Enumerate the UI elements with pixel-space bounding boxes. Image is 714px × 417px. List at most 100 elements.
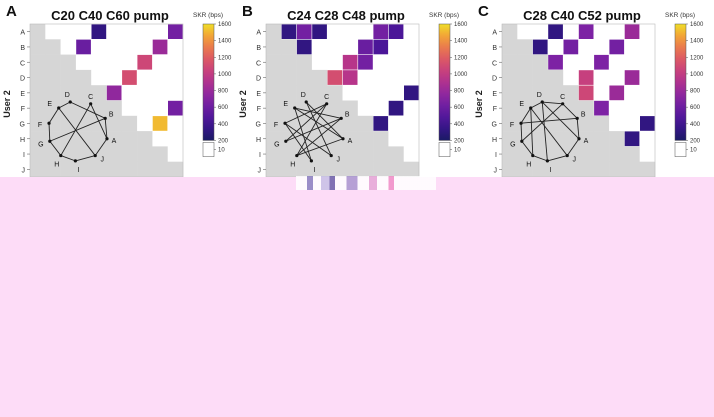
heatmap-cell [342,161,359,177]
heatmap-cell [106,69,123,86]
topology-node-label: A [112,138,117,145]
heatmap-cell [373,100,389,117]
heatmap-cell [137,39,153,55]
heatmap-cell [167,69,184,86]
heatmap-cell [75,69,92,86]
heatmap-cell [30,39,46,55]
row-tick-label: C [492,60,497,67]
heatmap-cell [517,146,533,162]
topology-node-label: D [537,92,542,99]
topology-edge [284,122,332,156]
heatmap-cell [502,69,518,86]
heatmap-cell [547,161,564,177]
topology-edge [542,101,563,105]
heatmap-cell [373,69,389,86]
heatmap-cell [639,100,656,117]
topology-node-label: H [54,162,59,169]
heatmap-cell [45,24,61,40]
row-tick-label: D [492,76,497,83]
topology-node [540,100,544,104]
heatmap-cell [547,39,564,55]
topology-edge [520,117,578,124]
topology-edge [520,107,532,124]
heatmap-cell [563,100,579,117]
heatmap-cell [563,146,579,162]
heatmap-cell [517,39,533,55]
heatmap-cell [30,54,46,71]
heatmap-cell [30,131,46,147]
heatmap-cell [342,146,359,162]
heatmap-value-cell [388,100,404,116]
heatmap-cell [327,146,343,162]
colorbar-low-box [438,142,451,157]
heatmap-cell [563,161,579,177]
heatmap-cell [152,69,168,86]
heatmap-cell [373,54,389,71]
topology-node-label: J [572,157,576,164]
topology-node [284,139,288,143]
heatmap-cell [502,24,518,40]
heatmap-cell [296,54,313,71]
heatmap-cell [624,100,640,117]
heatmap-cell [60,69,77,86]
heatmap-cell [532,161,549,177]
heatmap-cell [30,146,46,162]
topology-edge [530,101,543,109]
heatmap-cell [532,24,549,40]
heatmap-cell [502,131,518,147]
heatmap-cell [266,100,282,117]
colorbar-tick-label: 1400 [454,39,468,45]
heatmap-cell [593,39,610,55]
topology-node-label: I [77,167,79,174]
row-tick-label: G [256,121,261,128]
heatmap-cell [106,24,123,40]
topology-node [47,121,51,125]
topology-node [68,100,72,104]
row-tick-label: E [256,91,261,98]
heatmap-cell [357,115,374,132]
topology-node-label: A [348,138,353,145]
heatmap-cell [167,39,184,55]
heatmap-cell [167,115,184,132]
heatmap-cell [388,131,404,147]
heatmap-value-cell [296,39,312,55]
heatmap-value-cell [137,54,153,70]
heatmap-value-cell [296,24,312,39]
heatmap-value-cell [404,85,419,101]
heatmap-cell [403,161,420,177]
heatmap-value-cell [152,39,168,55]
heatmap-cell [45,85,61,101]
heatmap-cell [563,54,579,71]
colorbar-tick-label: 1000 [218,72,232,78]
heatmap-cell [296,69,313,86]
heatmap-value-cell [76,39,91,55]
heatmap-cell [296,85,313,101]
heatmap-cell [547,69,564,86]
topology-edge [532,155,548,162]
heatmap-cell [373,146,389,162]
heatmap-cell [609,146,625,162]
heatmap-cell [106,100,123,117]
row-tick-label: C [256,60,261,67]
topology-node-label: J [336,157,340,164]
heatmap-value-cell [578,70,594,85]
heatmap-cell [266,69,282,86]
heatmap-cell [639,69,656,86]
heatmap-cell [609,115,625,132]
heatmap-cell [547,115,564,132]
heatmap-cell [60,115,77,132]
heatmap-cell [281,85,297,101]
topology-node-label: E [47,101,52,108]
heatmap-cell [357,69,374,86]
heatmap-cell [311,131,328,147]
colorbar-tick-label: 10 [218,148,225,154]
heatmap-cell [60,161,77,177]
heatmap-cell [517,69,533,86]
heatmap-value-cell [358,54,373,70]
heatmap-value-cell [122,70,137,85]
colorbar-tick-label: 1200 [218,55,232,61]
heatmap-cell [75,85,92,101]
row-tick-label: I [23,152,25,159]
heatmap-cell [281,69,297,86]
heatmap-cell [106,39,123,55]
